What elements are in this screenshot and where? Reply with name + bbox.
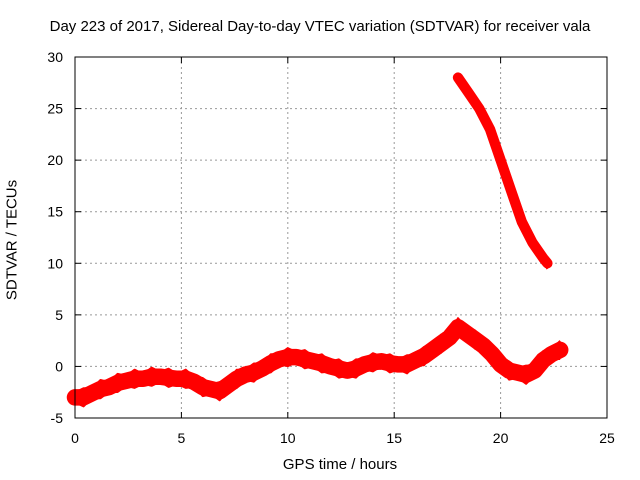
series-line-trace <box>457 73 548 259</box>
data-point <box>124 378 129 383</box>
x-tick-label: 5 <box>178 430 186 446</box>
data-point <box>319 361 324 366</box>
data-point <box>477 106 482 111</box>
data-point <box>336 366 341 371</box>
data-point <box>81 395 86 400</box>
y-tick-label: 30 <box>47 49 63 65</box>
data-point <box>421 354 426 359</box>
data-point <box>530 240 535 245</box>
data-point <box>464 331 469 336</box>
data-point <box>285 355 290 360</box>
y-tick-label: 10 <box>47 255 63 271</box>
data-point <box>473 337 478 342</box>
data-point <box>328 364 333 369</box>
data-point <box>166 375 171 380</box>
data-point <box>541 256 546 261</box>
data-point <box>175 376 180 381</box>
y-tick-label: 20 <box>47 152 63 168</box>
data-point <box>549 352 554 357</box>
data-point <box>487 127 492 132</box>
series-line-trace <box>457 80 549 270</box>
data-point <box>226 382 231 387</box>
data-point <box>532 368 537 373</box>
data-point <box>98 387 103 392</box>
data-point <box>362 362 367 367</box>
series-group <box>66 317 569 408</box>
data-point <box>498 158 503 163</box>
x-tick-label: 25 <box>599 430 615 446</box>
y-tick-label: 15 <box>47 204 63 220</box>
data-point <box>217 389 222 394</box>
data-point <box>345 368 350 373</box>
data-point <box>466 91 471 96</box>
data-point <box>234 376 239 381</box>
axis-ticks: 0 5 10 15 20 25 -5 0 5 10 15 20 25 30 <box>47 49 615 446</box>
data-point <box>192 379 197 384</box>
data-point <box>456 325 461 330</box>
data-point <box>302 357 307 362</box>
data-point <box>404 362 409 367</box>
data-point <box>115 380 120 385</box>
chart-title: Day 223 of 2017, Sidereal Day-to-day VTE… <box>49 18 591 35</box>
data-point <box>396 362 401 367</box>
data-point <box>507 368 512 373</box>
y-tick-label: 0 <box>55 358 63 374</box>
data-point <box>490 352 495 357</box>
x-tick-label: 15 <box>386 430 402 446</box>
data-point <box>149 374 154 379</box>
data-point <box>509 189 514 194</box>
data-point <box>498 362 503 367</box>
data-point <box>200 385 205 390</box>
data-point <box>251 370 256 375</box>
x-axis-label: GPS time / hours <box>282 456 398 473</box>
data-point <box>353 366 358 371</box>
data-point <box>379 359 384 364</box>
plot-frame <box>74 56 608 419</box>
data-point <box>90 391 95 396</box>
series-layer <box>66 72 569 408</box>
series-line <box>452 72 553 269</box>
series-line <box>66 318 569 406</box>
y-tick-label: 5 <box>55 307 63 323</box>
data-point <box>524 372 529 377</box>
data-point <box>370 360 375 365</box>
x-tick-label: 20 <box>493 430 509 446</box>
series-line-trace <box>74 317 561 394</box>
data-point <box>141 376 146 381</box>
data-point <box>107 385 112 390</box>
x-tick-label: 0 <box>71 430 79 446</box>
data-point <box>430 347 435 352</box>
data-point <box>277 357 282 362</box>
data-point <box>387 361 392 366</box>
data-point <box>209 387 214 392</box>
series-group <box>452 72 553 270</box>
data-point <box>260 366 265 371</box>
data-point <box>456 75 461 80</box>
data-point <box>481 343 486 348</box>
data-point <box>515 370 520 375</box>
data-point <box>294 355 299 360</box>
data-point <box>158 374 163 379</box>
data-point <box>447 335 452 340</box>
data-point <box>132 376 137 381</box>
data-point <box>545 261 550 266</box>
x-tick-label: 10 <box>280 430 296 446</box>
series-line-trace <box>74 335 561 408</box>
data-point <box>519 220 524 225</box>
y-axis-label: SDTVAR / TECUs <box>3 179 21 301</box>
data-point <box>413 358 418 363</box>
data-point <box>243 372 248 377</box>
data-point <box>558 347 563 352</box>
data-point <box>311 359 316 364</box>
data-point <box>541 358 546 363</box>
data-point <box>439 341 444 346</box>
data-point <box>268 361 273 366</box>
y-tick-label: -5 <box>51 410 64 426</box>
data-point <box>183 376 188 381</box>
y-tick-label: 25 <box>47 101 63 117</box>
